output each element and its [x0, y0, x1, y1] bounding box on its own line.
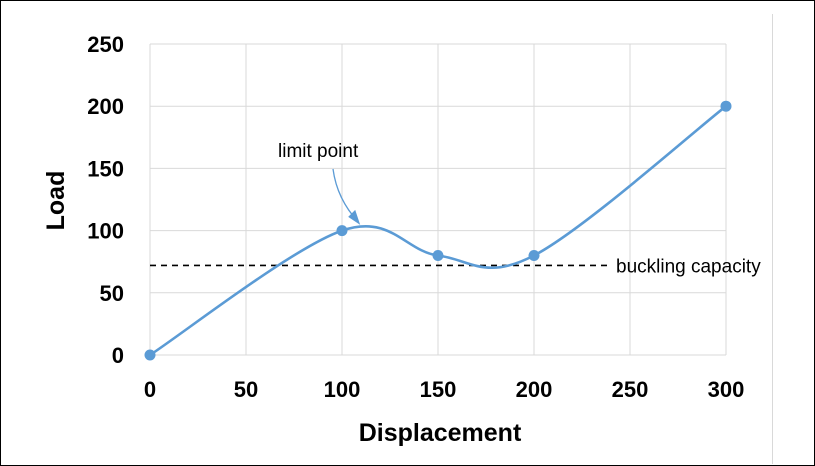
x-tick-label: 200 [516, 377, 553, 402]
limit-point-arrowhead [348, 209, 361, 225]
x-tick-label: 50 [234, 377, 258, 402]
y-axis-title: Load [42, 171, 70, 231]
data-point [432, 249, 444, 261]
limit-point-label: limit point [278, 141, 359, 162]
x-tick-label: 250 [612, 377, 649, 402]
x-tick-label: 300 [708, 377, 745, 402]
plot-area-border [772, 14, 773, 464]
y-tick-labels: 0 50 100 150 200 250 [87, 32, 124, 368]
data-point [144, 349, 156, 361]
y-tick-label: 250 [87, 32, 124, 57]
y-tick-label: 150 [87, 156, 124, 181]
x-tick-label: 0 [144, 377, 156, 402]
data-point [720, 100, 732, 112]
data-points [144, 100, 732, 361]
data-point [528, 249, 540, 261]
y-tick-label: 0 [112, 343, 124, 368]
data-point [336, 225, 348, 237]
grid-lines [149, 43, 727, 356]
buckling-capacity-label: buckling capacity [616, 256, 761, 277]
y-tick-label: 50 [100, 281, 124, 306]
y-tick-label: 200 [87, 94, 124, 119]
x-tick-label: 100 [324, 377, 361, 402]
x-tick-labels: 0 50 100 150 200 250 300 [144, 377, 744, 402]
x-tick-label: 150 [420, 377, 457, 402]
x-axis-title: Displacement [359, 419, 522, 447]
y-tick-label: 100 [87, 219, 124, 244]
